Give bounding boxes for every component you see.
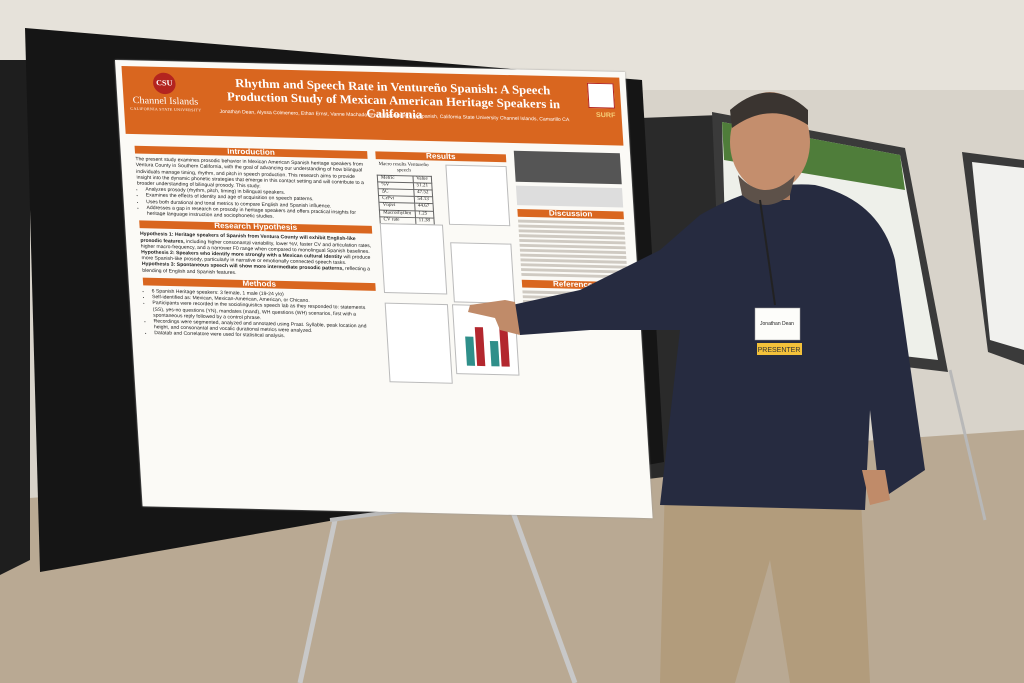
- badge-role: PRESENTER: [758, 347, 801, 354]
- window: [0, 60, 30, 575]
- shirt: [512, 184, 925, 510]
- far-poster: [972, 162, 1024, 350]
- easel-leg: [502, 489, 578, 683]
- hair: [730, 92, 808, 128]
- hand: [862, 470, 890, 505]
- badge: [754, 307, 801, 341]
- easel-leg: [948, 369, 987, 521]
- pants: [660, 480, 870, 683]
- ribbon: [757, 343, 802, 355]
- easel-leg: [297, 519, 338, 683]
- lanyard: [759, 199, 776, 306]
- hand: [468, 300, 520, 335]
- beard: [738, 175, 795, 205]
- badge-name: Jonathan Dean: [760, 321, 794, 327]
